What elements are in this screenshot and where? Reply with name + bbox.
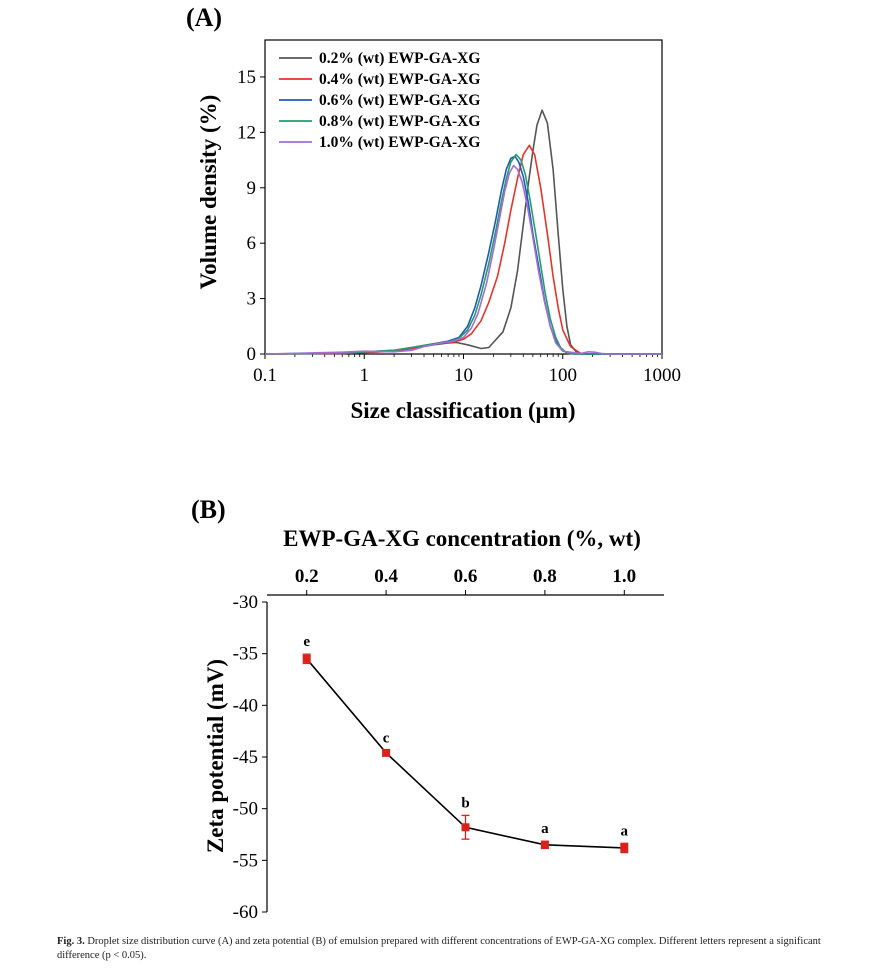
significance-letter: c: [383, 730, 390, 746]
panel-a-series: [264, 109, 662, 355]
panel-a-ylabel: Volume density (%): [196, 95, 221, 290]
legend-label-4: 0.8% (wt) EWP-GA-XG: [319, 113, 480, 130]
series-line-4: [264, 153, 662, 355]
panel-a-ytick-label: 0: [247, 344, 257, 365]
panel-b-ytick-label: -45: [233, 747, 258, 768]
figure-caption: Fig. 3. Droplet size distribution curve …: [57, 935, 847, 963]
panel-a-label: (A): [186, 3, 222, 32]
panel-b-ytick-label: -40: [233, 695, 258, 716]
caption-text: Droplet size distribution curve (A) and …: [57, 936, 821, 961]
panel-a-xtick-label: 1: [360, 365, 370, 386]
panel-a-ytick-label: 6: [247, 233, 257, 254]
legend-label-1: 0.2% (wt) EWP-GA-XG: [319, 50, 480, 67]
panel-a-ytick-label: 15: [237, 67, 256, 88]
panel-b-ytick-label: -35: [233, 644, 258, 665]
panel-b-xtick-label: 0.8: [533, 566, 557, 587]
panel-a-legend: 0.2% (wt) EWP-GA-XG 0.4% (wt) EWP-GA-XG 0.…: [279, 50, 480, 151]
panel-a-ytick-label: 9: [247, 178, 257, 199]
panel-b-ytick-label: -30: [233, 592, 258, 613]
zeta-marker: [382, 748, 391, 757]
figure: (A) 0 3 6 9 12 15 0.1 1 10 100 1000 0.2% (wt) EWP-…: [186, 3, 681, 923]
panel-a-ytick-label: 3: [247, 289, 257, 310]
zeta-marker: [620, 843, 629, 852]
panel-b-xtick-label: 0.6: [454, 566, 478, 587]
series-line-5: [264, 164, 662, 355]
zeta-marker: [302, 654, 311, 663]
panel-b-label: (B): [191, 495, 226, 524]
legend-label-2: 0.4% (wt) EWP-GA-XG: [319, 71, 480, 88]
panel-a-chart: 0 3 6 9 12 15 0.1 1 10 100 1000 0.2% (wt) EWP-GA-X…: [237, 39, 681, 386]
legend-label-5: 1.0% (wt) EWP-GA-XG: [319, 134, 480, 151]
zeta-marker: [540, 840, 549, 849]
panel-a-ytick-label: 12: [237, 122, 256, 143]
series-line-2: [264, 144, 662, 355]
panel-b-ytick-label: -60: [233, 902, 258, 923]
significance-letter: a: [541, 821, 549, 837]
panel-b-ytick-label: -50: [233, 799, 258, 820]
zeta-marker: [461, 823, 470, 832]
panel-b-xtick-label: 0.2: [295, 566, 319, 587]
significance-letter: e: [303, 634, 310, 650]
panel-b-ylabel: Zeta potential (mV): [203, 659, 228, 853]
panel-a-xtick-label: 1000: [643, 365, 681, 386]
legend-label-3: 0.6% (wt) EWP-GA-XG: [319, 92, 480, 109]
panel-a-xlabel: Size classification (μm): [350, 398, 575, 423]
panel-a-xtick-label: 0.1: [253, 365, 277, 386]
significance-letter: b: [461, 795, 469, 811]
panel-b-ticks: -30 -35 -40 -45 -50 -55 -60 0.2 0.4 0.6 0.8 1.0: [233, 566, 637, 923]
panel-b-xtick-label: 1.0: [612, 566, 636, 587]
panel-b-chart: -30 -35 -40 -45 -50 -55 -60 0.2 0.4 0.6 0.8 1.0 e c b…: [233, 566, 664, 923]
caption-label: Fig. 3.: [57, 936, 85, 947]
panel-b-xtick-label: 0.4: [374, 566, 398, 587]
panel-b-ytick-label: -55: [233, 850, 258, 871]
series-line-3: [264, 155, 662, 355]
significance-letter: a: [621, 823, 629, 839]
panel-a-xtick-label: 100: [549, 365, 578, 386]
panel-b-xlabel: EWP-GA-XG concentration (%, wt): [283, 526, 641, 551]
panel-a-ticks: 0 3 6 9 12 15 0.1 1 10 100 1000: [237, 67, 681, 386]
panel-a-xtick-label: 10: [454, 365, 473, 386]
panel-b-series: e c b a a: [302, 634, 629, 854]
